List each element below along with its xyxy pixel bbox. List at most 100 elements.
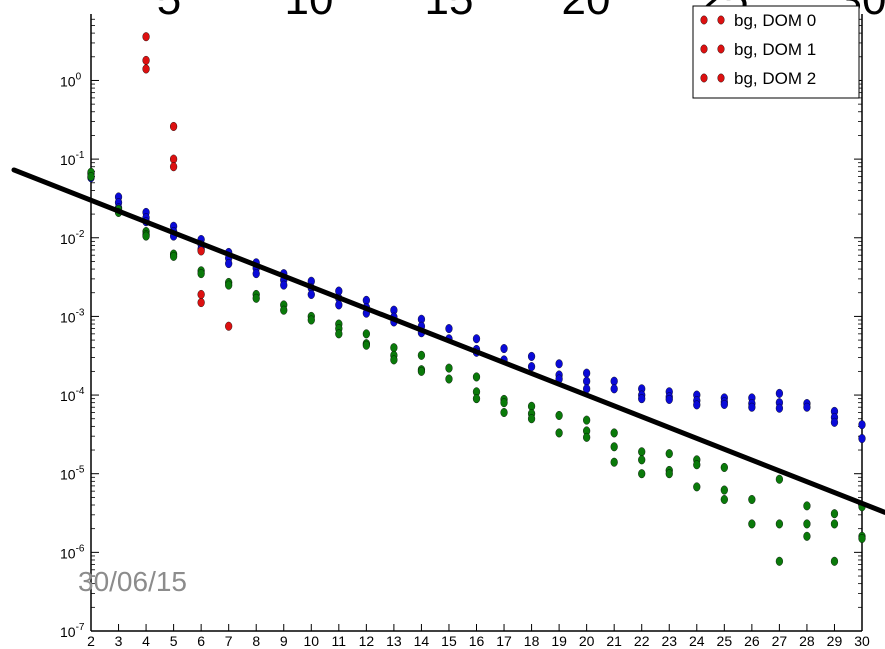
data-point (665, 394, 673, 404)
data-point (583, 415, 591, 425)
x-tick-label: 9 (280, 633, 288, 649)
data-point (665, 449, 673, 459)
top-x-tick-label: 10 (285, 0, 334, 24)
data-point (638, 469, 646, 479)
fit-line-path (11, 167, 885, 515)
data-point (775, 388, 783, 398)
data-point (858, 420, 866, 430)
data-point (583, 368, 591, 378)
y-tick-label: 100 (60, 71, 82, 89)
data-point (170, 162, 178, 172)
x-tick-label: 8 (252, 633, 260, 649)
data-point (775, 474, 783, 484)
data-point (830, 417, 839, 427)
data-point (693, 460, 701, 470)
data-point (638, 455, 646, 465)
legend-marker (717, 15, 725, 25)
y-tick-exponent: -3 (76, 307, 85, 318)
data-points (87, 32, 866, 566)
data-point (390, 355, 398, 365)
y-tick-label: 10-7 (60, 622, 85, 640)
y-tick-base: 10 (60, 624, 76, 640)
x-tick-label: 25 (717, 633, 733, 649)
data-point (638, 394, 646, 404)
x-tick-label: 12 (359, 633, 375, 649)
x-tick-label: 2 (87, 633, 95, 649)
legend-marker (700, 73, 708, 83)
y-tick-base: 10 (60, 152, 76, 168)
legend: bg, DOM 0 bg, DOM 1 bg, DOM 2 (692, 5, 860, 99)
data-point (142, 231, 150, 241)
y-tick-exponent: -1 (76, 150, 85, 161)
data-point (693, 400, 701, 410)
data-point (555, 428, 563, 438)
data-point (170, 121, 178, 131)
data-point (830, 556, 839, 566)
data-point (803, 402, 811, 412)
y-tick-label: 10-4 (60, 386, 85, 404)
data-point (362, 340, 370, 350)
data-point (638, 447, 646, 457)
data-point (720, 485, 728, 495)
data-point (720, 494, 728, 504)
legend-marker (700, 44, 708, 54)
y-tick-base: 10 (60, 73, 76, 89)
data-point (445, 324, 453, 334)
data-point (252, 269, 260, 279)
data-point (555, 359, 563, 369)
x-tick-label: 15 (441, 633, 457, 649)
data-point (775, 556, 783, 566)
data-point (225, 280, 233, 290)
x-tick-label: 17 (496, 633, 512, 649)
data-point (225, 259, 233, 269)
data-point (610, 384, 618, 394)
y-tick-label: 10-5 (60, 465, 85, 483)
top-x-tick-label: 20 (562, 0, 611, 24)
data-point (527, 414, 536, 424)
data-point (197, 269, 205, 279)
data-point (417, 350, 426, 360)
y-tick-base: 10 (60, 309, 76, 325)
x-tick-label: 19 (551, 633, 567, 649)
data-point (307, 315, 315, 325)
x-tick-label: 23 (661, 633, 677, 649)
x-tick-label: 22 (634, 633, 650, 649)
data-point (748, 402, 756, 412)
y-tick-exponent: -6 (76, 543, 85, 554)
legend-marker (700, 15, 708, 25)
x-tick-label: 3 (115, 633, 123, 649)
x-tick-label: 7 (225, 633, 233, 649)
data-point (527, 362, 536, 372)
fit-line (11, 167, 885, 515)
data-point (335, 329, 343, 339)
data-point (720, 462, 728, 472)
x-tick-label: 16 (469, 633, 485, 649)
data-point (417, 366, 426, 376)
data-point (225, 321, 233, 331)
data-point (472, 334, 481, 344)
data-point (87, 172, 95, 182)
y-tick-base: 10 (60, 231, 76, 247)
data-point (500, 408, 508, 418)
data-point (583, 376, 591, 386)
data-point (197, 289, 205, 299)
data-point (830, 519, 839, 529)
data-point (610, 428, 618, 438)
data-point (390, 343, 398, 353)
data-point (307, 289, 315, 299)
data-point (197, 298, 205, 308)
top-x-tick-label: 15 (425, 0, 474, 24)
data-point (527, 351, 536, 361)
data-point (858, 434, 866, 444)
x-tick-label: 24 (689, 633, 705, 649)
data-point (830, 509, 839, 519)
x-tick-label: 30 (854, 633, 870, 649)
data-point (748, 494, 756, 504)
data-point (197, 246, 205, 256)
y-tick-label: 10-2 (60, 229, 85, 247)
x-tick-label: 18 (524, 633, 540, 649)
data-point (500, 398, 508, 408)
y-tick-base: 10 (60, 467, 76, 483)
data-point (693, 482, 701, 492)
